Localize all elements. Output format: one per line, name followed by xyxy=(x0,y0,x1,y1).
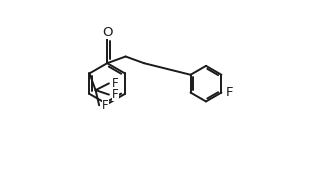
Text: F: F xyxy=(112,88,119,101)
Text: F: F xyxy=(226,86,233,99)
Text: F: F xyxy=(112,77,119,90)
Text: F: F xyxy=(102,99,109,112)
Text: O: O xyxy=(102,25,112,39)
